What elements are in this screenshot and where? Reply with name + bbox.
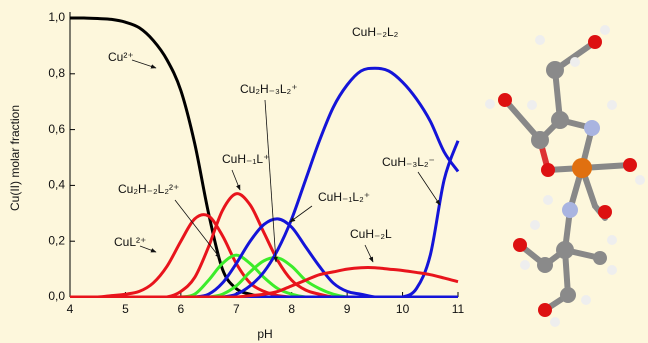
series-label: CuH₋₁L₂⁺ <box>318 190 370 204</box>
x-tick-label: 6 <box>178 302 185 316</box>
series-label: CuH₋₂L₂ <box>352 25 399 39</box>
y-tick-label: 0,4 <box>48 178 65 192</box>
series-label: Cu₂H₋₂L₂²⁺ <box>118 182 179 196</box>
chart: pH Cu(II) molar fraction 0,0 0,2 0,4 0,6 0,8… <box>0 0 648 343</box>
series-label: CuL²⁺ <box>114 235 146 249</box>
label-arrow <box>232 170 240 190</box>
x-tick-label: 4 <box>67 302 74 316</box>
series-label: CuH₋₃L₂⁻ <box>382 155 435 169</box>
label-arrow <box>132 60 156 68</box>
y-axis-label: Cu(II) molar fraction <box>8 105 22 211</box>
series-label: Cu²⁺ <box>108 50 134 64</box>
series-label: Cu₂H₋₃L₂⁺ <box>240 82 298 96</box>
x-tick-label: 8 <box>288 302 295 316</box>
y-tick-label: 0,0 <box>48 289 65 303</box>
molecule <box>485 25 645 327</box>
x-axis-label: pH <box>257 327 272 341</box>
y-tick-label: 1,0 <box>48 10 65 24</box>
series-line <box>70 215 458 297</box>
x-tick-label: 10 <box>396 302 410 316</box>
y-tick-label: 0,6 <box>48 122 65 136</box>
series-label: CuH₋₂L <box>350 227 392 241</box>
x-tick-label: 9 <box>344 302 351 316</box>
x-tick-label: 5 <box>122 302 129 316</box>
y-tick-label: 0,8 <box>48 66 65 80</box>
y-tick-label: 0,2 <box>48 233 65 247</box>
series-label: CuH₋₁L⁺ <box>222 152 269 166</box>
x-tick-label: 7 <box>233 302 240 316</box>
x-tick-label: 11 <box>452 302 465 316</box>
label-arrow <box>365 245 373 262</box>
label-arrow <box>418 172 440 205</box>
